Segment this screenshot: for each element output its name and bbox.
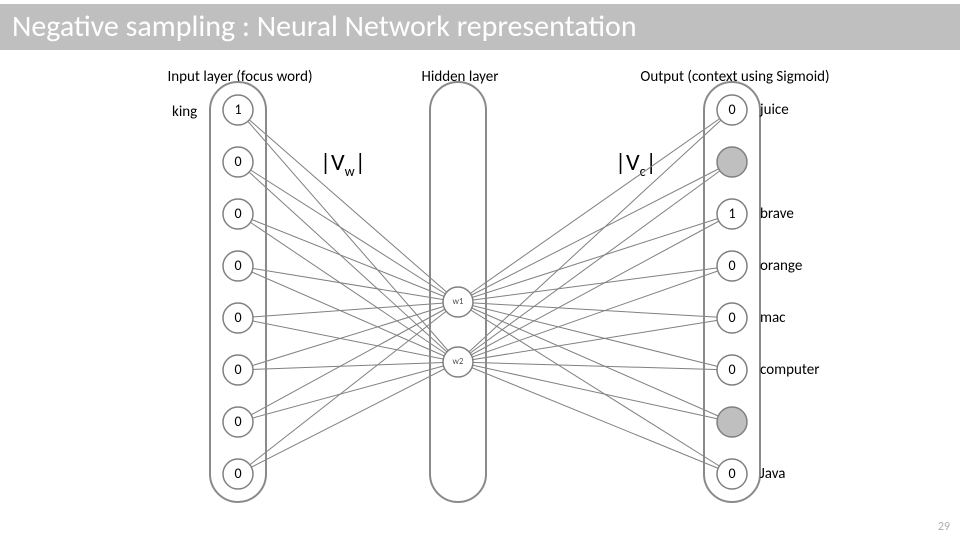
input-node-2: 0 <box>223 205 253 222</box>
output-node-0: 0 <box>717 101 747 118</box>
output-label-4: mac <box>760 309 786 327</box>
output-node-2: 1 <box>717 205 747 222</box>
output-label-2: brave <box>760 205 794 223</box>
output-label-7: Java <box>760 465 785 483</box>
hidden-node-0: w1 <box>443 296 473 307</box>
network-svg <box>0 0 960 540</box>
input-node-6: 0 <box>223 413 253 430</box>
input-node-3: 0 <box>223 257 253 274</box>
output-label-0: juice <box>760 101 789 119</box>
output-label-5: computer <box>760 361 819 379</box>
output-label-3: orange <box>760 257 802 275</box>
slide-number: 29 <box>938 520 950 534</box>
input-node-7: 0 <box>223 465 253 482</box>
input-node-4: 0 <box>223 309 253 326</box>
output-node-3: 0 <box>717 257 747 274</box>
output-node-7: 0 <box>717 465 747 482</box>
output-node-5: 0 <box>717 361 747 378</box>
hidden-node-1: w2 <box>443 356 473 367</box>
input-node-1: 0 <box>223 153 253 170</box>
input-node-5: 0 <box>223 361 253 378</box>
output-node-4: 0 <box>717 309 747 326</box>
input-node-0: 1 <box>223 101 253 118</box>
